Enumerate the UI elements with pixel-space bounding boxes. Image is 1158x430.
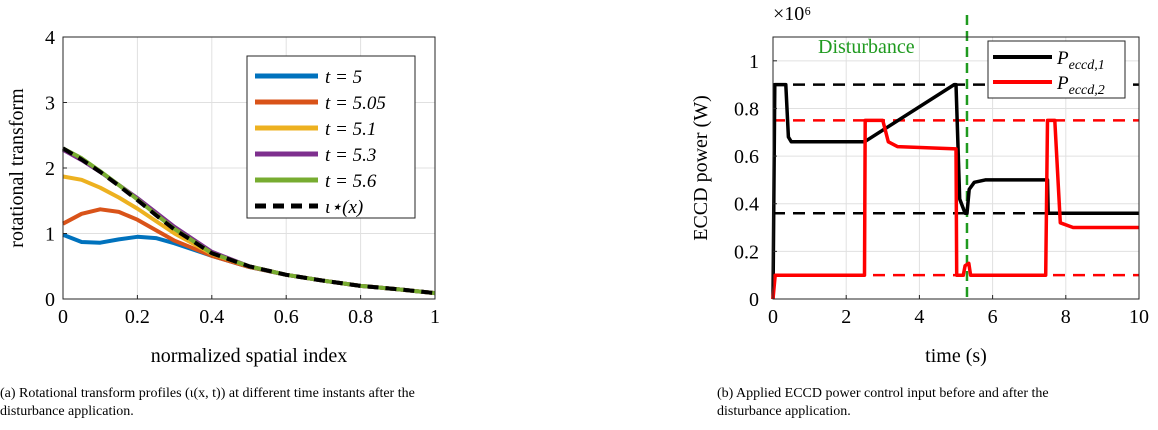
left-series-line-1 (62, 207, 436, 296)
left-ytick-label: 2 (45, 158, 55, 180)
right-ytick-label: 0.6 (734, 146, 759, 168)
left-legend-label-5: ι⋆(x) (325, 197, 363, 218)
right-ytick-label: 1 (749, 51, 759, 73)
left-xtick-label: 0.8 (348, 306, 373, 328)
legend-sub: eccd,1 (1069, 58, 1105, 73)
left-series-line-5 (61, 146, 436, 296)
left-xtick-label: 0 (58, 306, 68, 328)
left-legend-label-1: t = 5.05 (325, 93, 386, 114)
left-ylabel: rotational transform (6, 88, 28, 248)
left-xtick-label: 1 (430, 306, 440, 328)
legend-sub: eccd,2 (1069, 83, 1105, 98)
right-legend-label-0: Peccd,1 (1056, 48, 1105, 73)
left-legend-label-4: t = 5.6 (325, 171, 377, 192)
left-xtick-label: 0.2 (125, 306, 150, 328)
left-caption-line2: disturbance application. (0, 404, 134, 419)
right-plot-frame (772, 36, 1140, 300)
left-ytick-label: 0 (45, 289, 55, 311)
right-xtick-label: 2 (841, 306, 851, 328)
left-legend-label-2: t = 5.1 (325, 119, 376, 140)
right-ylabel: ECCD power (W) (690, 95, 712, 241)
left-ytick-label: 4 (45, 27, 55, 49)
left-xtick-label: 0.6 (274, 306, 299, 328)
left-ytick-label: 3 (45, 93, 55, 115)
right-series-line-1 (771, 118, 1139, 300)
left-legend-box (246, 55, 416, 219)
right-caption-line2: disturbance application. (717, 404, 851, 419)
chart-left: 0 0.2 0.4 0.6 0.8 1 0 1 2 3 4 normalized spatial i… (6, 27, 440, 367)
right-multiplier: ×10⁶ (773, 3, 811, 25)
right-xtick-label: 4 (914, 306, 924, 328)
left-legend-label-0: t = 5 (325, 67, 362, 88)
right-xtick-label: 10 (1129, 306, 1149, 328)
right-caption-line1: (b) Applied ECCD power control input bef… (717, 386, 1049, 401)
left-xlabel: normalized spatial index (151, 345, 348, 367)
left-legend-label-3: t = 5.3 (325, 145, 376, 166)
right-legend-label-1: Peccd,2 (1056, 73, 1105, 98)
right-xtick-label: 6 (988, 306, 998, 328)
right-xtick-label: 8 (1061, 306, 1071, 328)
right-series-line-0 (771, 82, 1139, 300)
right-ytick-label: 0 (749, 289, 759, 311)
right-ytick-label: 0.4 (734, 194, 759, 216)
legend-main: P (1056, 73, 1069, 94)
left-ytick-label: 1 (45, 224, 55, 246)
right-xlabel: time (s) (925, 345, 987, 367)
right-ytick-label: 0.2 (734, 241, 759, 263)
right-xtick-label: 0 (768, 306, 778, 328)
right-ytick-label: 0.8 (734, 98, 759, 120)
left-caption-line1: (a) Rotational transform profiles (ι(x, … (0, 386, 415, 401)
left-xtick-label: 0.4 (199, 306, 224, 328)
right-legend-box (987, 40, 1126, 99)
left-series-line-0 (62, 232, 436, 296)
legend-main: P (1056, 48, 1069, 69)
disturbance-annotation: Disturbance (818, 36, 915, 58)
left-legend: t = 5 t = 5.05 t = 5.1 t = 5.3 t = 5.6 ι⋆(x) (246, 55, 416, 219)
chart-right: 0 2 4 6 8 10 0 0.2 0.4 0.6 0.8 1 ×10⁶ time (s) ECCD… (690, 3, 1149, 367)
